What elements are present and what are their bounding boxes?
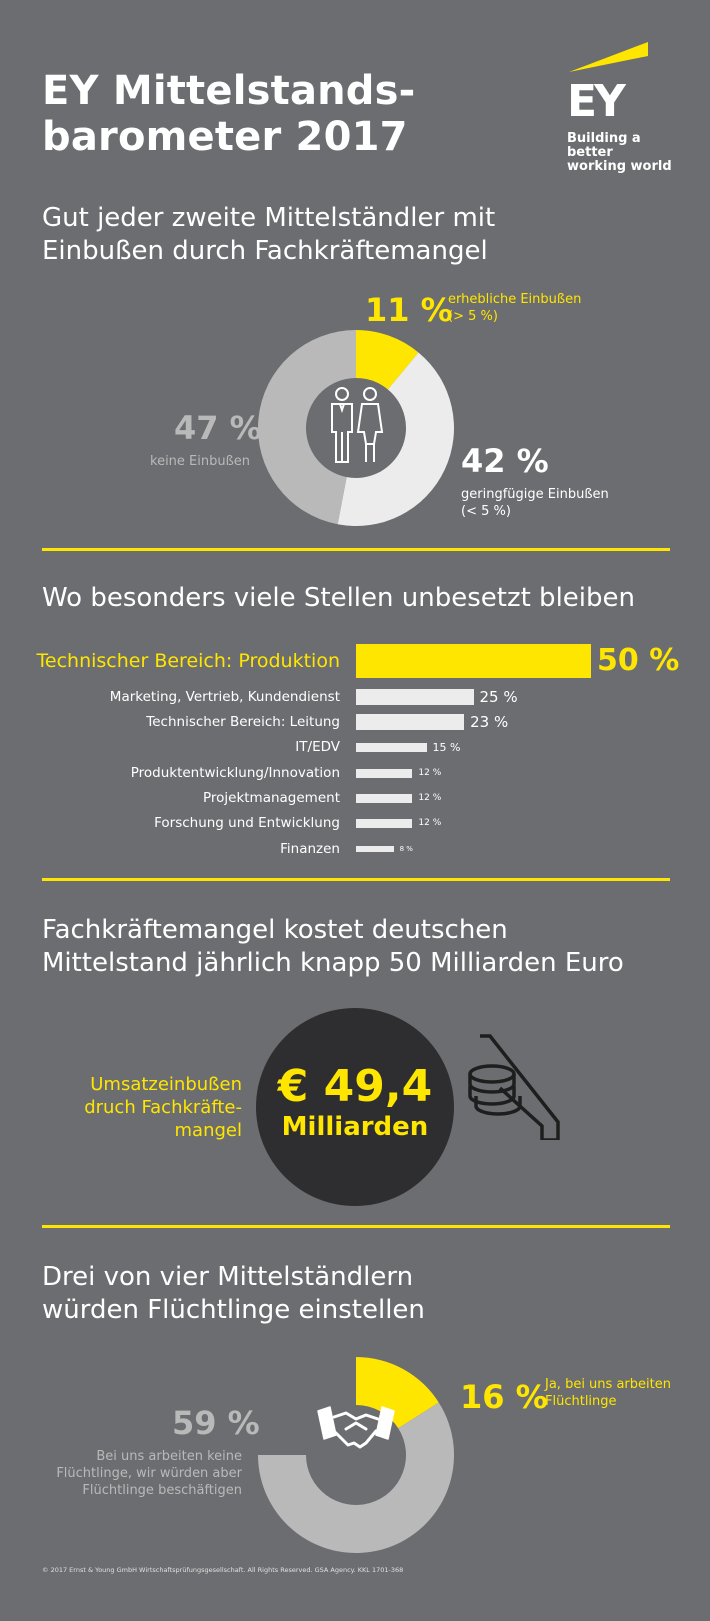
amount-value: € 49,4 (277, 1061, 433, 1112)
bar-category-label: IT/EDV (295, 739, 340, 755)
label-no: Bei uns arbeiten keine Flüchtlinge, wir … (56, 1448, 242, 1499)
revenue-loss-label-line-1: Umsatzeinbußen (90, 1074, 242, 1095)
amount-unit: Milliarden (281, 1112, 429, 1142)
revenue-loss-label: Umsatzeinbußen druch Fachkräfte- mangel (84, 1073, 242, 1142)
bar-category-label: Finanzen (280, 841, 340, 857)
pct-erhebliche: 11 % (365, 291, 453, 329)
section1-heading: Gut jeder zweite Mittelständler mit Einb… (42, 202, 495, 268)
section1-heading-line-1: Gut jeder zweite Mittelständler mit (42, 203, 496, 233)
bar-value-label: 12 % (418, 792, 442, 803)
slice-erhebliche (356, 330, 419, 390)
page-title: EY Mittelstands- barometer 2017 (42, 68, 415, 160)
bar-value-label: 15 % (432, 740, 461, 754)
slice-no (258, 1402, 454, 1553)
tagline-line-1: Building a better (567, 131, 641, 160)
logo-tagline: Building a better working world (567, 132, 687, 174)
bar (356, 644, 591, 678)
bar (356, 742, 427, 752)
bar-category-label: Projektmanagement (202, 790, 340, 806)
ey-logo: EY Building a better working world (565, 42, 675, 174)
handshake-icon (317, 1406, 395, 1449)
section1-heading-line-2: Einbußen durch Fachkräftemangel (42, 236, 488, 266)
pct-yes: 16 % (460, 1378, 548, 1416)
label-geringfuegige: geringfügige Einbußen (< 5 %) (461, 486, 609, 520)
label-erhebliche-line-1: erhebliche Einbußen (448, 292, 582, 307)
label-geringfuegige-line-1: geringfügige Einbußen (461, 487, 609, 502)
label-erhebliche: erhebliche Einbußen (> 5 %) (448, 291, 581, 325)
logo-beam-icon (569, 42, 648, 72)
title-line-1: EY Mittelstands- (42, 68, 416, 114)
bar-value-label: 12 % (418, 817, 442, 828)
section3-heading-line-1: Fachkräftemangel kostet deutschen (42, 915, 508, 945)
amount-circle (256, 1008, 454, 1206)
section4-heading-line-1: Drei von vier Mittelständlern (42, 1262, 414, 1292)
bar-category-label: Forschung und Entwicklung (154, 815, 340, 831)
separator-2 (42, 878, 670, 881)
section3-heading: Fachkräftemangel kostet deutschen Mittel… (42, 914, 624, 980)
bar-value-label: 8 % (399, 844, 413, 853)
tagline-line-2: working world (567, 159, 672, 174)
slice-geringfuegige (337, 352, 454, 526)
bar-value-label: 50 % (597, 643, 680, 678)
label-no-line-2: Flüchtlinge, wir würden aber (56, 1466, 242, 1481)
bar (356, 714, 465, 730)
title-line-2: barometer 2017 (42, 114, 408, 160)
bar-value-label: 12 % (418, 767, 442, 778)
pct-geringfuegige: 42 % (461, 442, 549, 480)
section3-heading-line-2: Mittelstand jährlich knapp 50 Milliarden… (42, 948, 624, 978)
label-keine: keine Einbußen (150, 454, 251, 469)
bar-value-label: 23 % (470, 712, 509, 731)
slice-yes (356, 1357, 439, 1429)
bar-category-label: Technischer Bereich: Leitung (146, 714, 340, 730)
label-erhebliche-line-2: (> 5 %) (448, 309, 498, 324)
section2-heading: Wo besonders viele Stellen unbesetzt ble… (42, 583, 635, 613)
revenue-loss-label-line-2: druch Fachkräfte- (84, 1097, 242, 1118)
revenue-loss-label-line-3: mangel (174, 1120, 242, 1141)
bar-category-label: Produktentwicklung/Innovation (130, 765, 340, 781)
bar-category-label: Technischer Bereich: Produktion (36, 650, 340, 672)
slice-keine (258, 330, 356, 525)
label-yes: Ja, bei uns arbeiten Flüchtlinge (545, 1376, 671, 1410)
label-yes-line-2: Flüchtlinge (545, 1394, 617, 1409)
footer-copyright: © 2017 Ernst & Young GmbH Wirtschaftsprü… (42, 1566, 404, 1574)
logo-text: EY (567, 76, 626, 127)
section4-heading-line-2: würden Flüchtlinge einstellen (42, 1295, 425, 1325)
label-no-line-3: Flüchtlinge beschäftigen (82, 1483, 242, 1498)
pct-no: 59 % (172, 1404, 260, 1442)
separator-1 (42, 548, 670, 551)
bar (356, 768, 413, 778)
label-no-line-1: Bei uns arbeiten keine (96, 1449, 242, 1464)
bar (356, 846, 394, 852)
separator-3 (42, 1225, 670, 1228)
label-yes-line-1: Ja, bei uns arbeiten (545, 1377, 671, 1392)
bar (356, 689, 474, 705)
label-geringfuegige-line-2: (< 5 %) (461, 504, 511, 519)
bar (356, 793, 413, 803)
bar (356, 818, 413, 828)
bar-value-label: 25 % (479, 687, 518, 706)
pct-keine: 47 % (174, 409, 262, 447)
section4-heading: Drei von vier Mittelständlern würden Flü… (42, 1261, 425, 1327)
businessman-businesswoman-icon (331, 387, 384, 463)
bar-category-label: Marketing, Vertrieb, Kundendienst (109, 689, 340, 705)
coins-falling-icon (468, 1034, 560, 1140)
